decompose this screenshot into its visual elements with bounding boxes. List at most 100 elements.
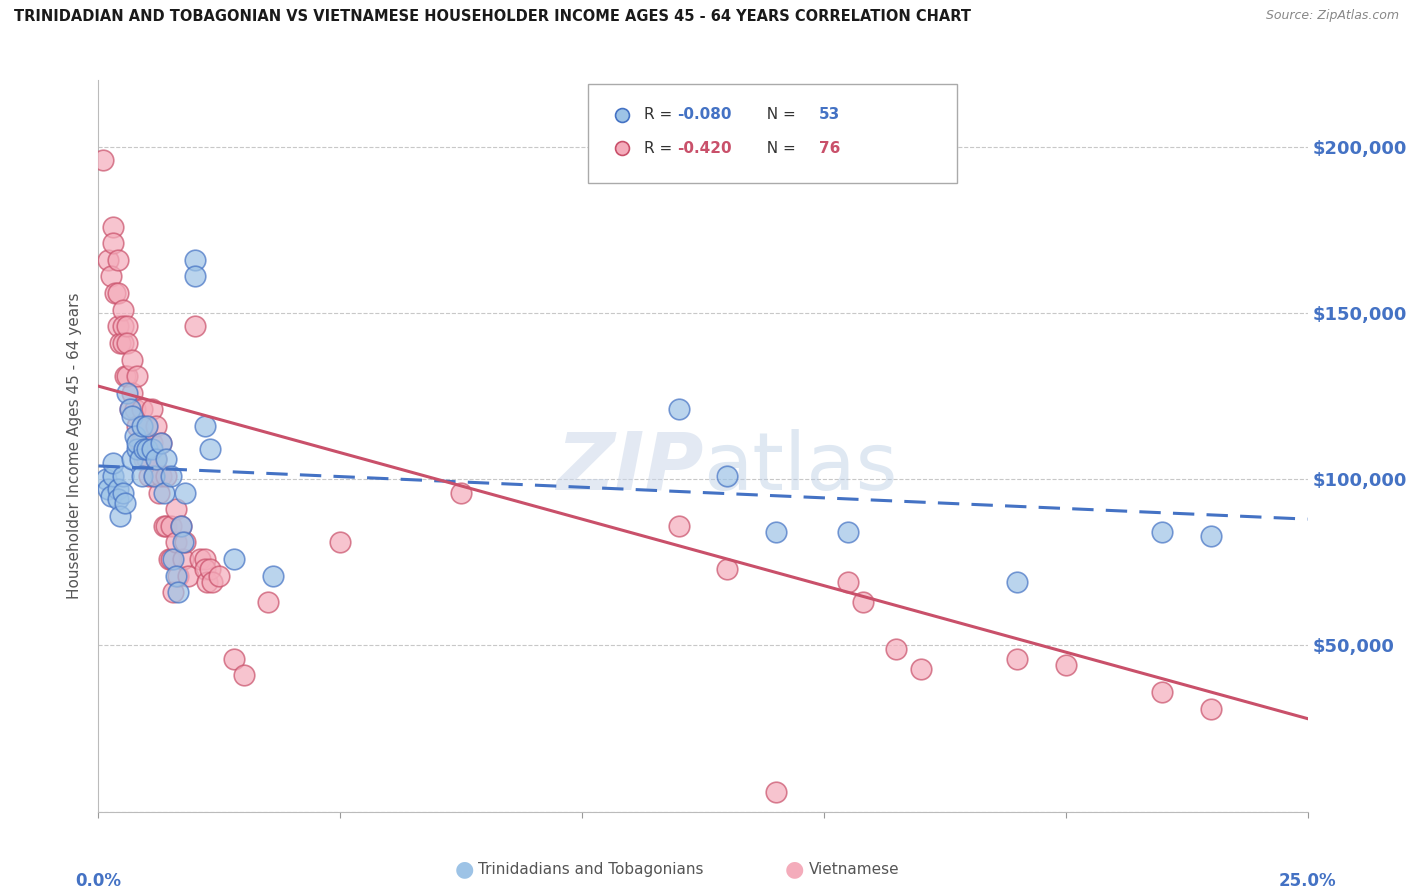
Point: [222, 652, 245, 666]
Point: [716, 562, 738, 576]
Point: [1199, 529, 1222, 543]
Point: [165, 568, 187, 582]
Point: [107, 319, 129, 334]
Text: atlas: atlas: [703, 429, 897, 507]
Point: [107, 286, 129, 301]
Point: [121, 452, 143, 467]
Point: [118, 402, 141, 417]
Point: [143, 469, 166, 483]
Point: [108, 335, 131, 350]
Point: [131, 402, 153, 417]
Point: [135, 419, 157, 434]
Point: [1152, 525, 1174, 540]
Point: [117, 319, 139, 334]
FancyBboxPatch shape: [588, 84, 957, 183]
Point: [716, 469, 738, 483]
Point: [1054, 658, 1077, 673]
Point: [172, 535, 194, 549]
Point: [91, 153, 114, 167]
Point: [127, 442, 149, 457]
Point: [177, 568, 200, 582]
Point: [194, 419, 217, 434]
Point: [165, 535, 187, 549]
Point: [198, 562, 221, 576]
Text: -0.420: -0.420: [678, 141, 733, 156]
Point: [886, 641, 908, 656]
Point: [450, 485, 472, 500]
Point: [837, 575, 859, 590]
Point: [152, 518, 174, 533]
Point: [194, 562, 217, 576]
Text: R =: R =: [644, 107, 676, 122]
Point: [134, 442, 156, 457]
Point: [145, 452, 167, 467]
Point: [121, 385, 143, 400]
Point: [160, 469, 183, 483]
Point: [155, 518, 177, 533]
Point: [107, 482, 129, 496]
Point: [127, 435, 149, 450]
Point: [162, 585, 184, 599]
Point: [107, 252, 129, 267]
Point: [167, 568, 190, 582]
Point: [160, 518, 183, 533]
Point: [256, 595, 278, 609]
Point: [169, 518, 191, 533]
Point: [111, 319, 134, 334]
Text: TRINIDADIAN AND TOBAGONIAN VS VIETNAMESE HOUSEHOLDER INCOME AGES 45 - 64 YEARS C: TRINIDADIAN AND TOBAGONIAN VS VIETNAMESE…: [14, 9, 972, 24]
Point: [150, 435, 173, 450]
Point: [837, 525, 859, 540]
Point: [101, 469, 124, 483]
Point: [111, 469, 134, 483]
Point: [188, 552, 211, 566]
Point: [1199, 701, 1222, 715]
Point: [150, 469, 173, 483]
Point: [100, 489, 122, 503]
Point: [222, 552, 245, 566]
Text: 0.0%: 0.0%: [76, 871, 121, 889]
Point: [117, 369, 139, 384]
Point: [155, 452, 177, 467]
Point: [184, 252, 207, 267]
Point: [143, 469, 166, 483]
Point: [111, 335, 134, 350]
Point: [145, 419, 167, 434]
Text: Vietnamese: Vietnamese: [808, 863, 898, 877]
Point: [152, 485, 174, 500]
Point: [162, 552, 184, 566]
Text: R =: R =: [644, 141, 676, 156]
Point: [174, 485, 197, 500]
Point: [138, 469, 160, 483]
Point: [145, 452, 167, 467]
Point: [107, 492, 129, 507]
Point: [852, 595, 875, 609]
Point: [141, 435, 163, 450]
Point: [127, 419, 149, 434]
Point: [208, 568, 231, 582]
Point: [1007, 652, 1029, 666]
Point: [97, 252, 120, 267]
Point: [765, 785, 787, 799]
Point: [148, 485, 170, 500]
Point: [135, 419, 157, 434]
Point: [134, 452, 156, 467]
Text: -0.080: -0.080: [678, 107, 733, 122]
Point: [157, 552, 180, 566]
Point: [121, 409, 143, 423]
Point: [114, 495, 136, 509]
Point: [127, 369, 149, 384]
Point: [101, 236, 124, 251]
Point: [121, 352, 143, 367]
Point: [135, 452, 157, 467]
Text: Source: ZipAtlas.com: Source: ZipAtlas.com: [1265, 9, 1399, 22]
Text: ZIP: ZIP: [555, 429, 703, 507]
Point: [141, 442, 163, 457]
Text: N =: N =: [758, 107, 801, 122]
Point: [135, 442, 157, 457]
Point: [198, 442, 221, 457]
Point: [131, 419, 153, 434]
Point: [262, 568, 284, 582]
Text: N =: N =: [758, 141, 801, 156]
Point: [167, 585, 190, 599]
Point: [150, 435, 173, 450]
